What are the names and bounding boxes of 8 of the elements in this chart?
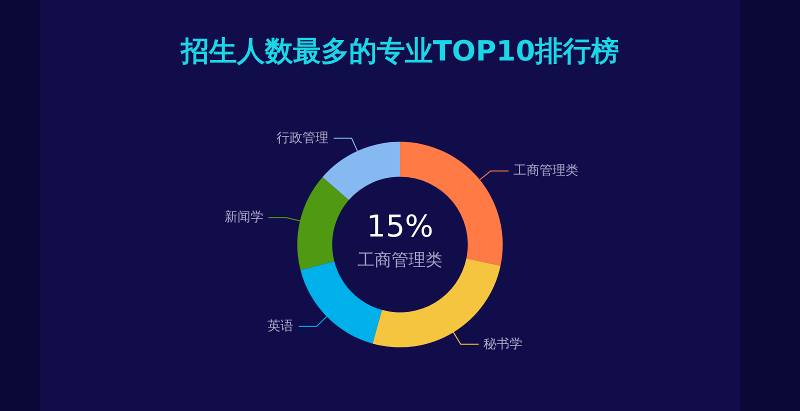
slice-label: 秘书学	[484, 336, 523, 352]
slice-label: 新闻学	[224, 210, 264, 226]
text: 15%	[366, 210, 434, 244]
chart-title: 招生人数最多的专业TOP10排行榜	[180, 34, 620, 68]
slice-label: 工商管理类	[514, 163, 579, 178]
slice-label: 行政管理	[276, 130, 329, 146]
slice-label: 英语	[268, 318, 294, 334]
text: 工商管理类	[358, 250, 442, 270]
